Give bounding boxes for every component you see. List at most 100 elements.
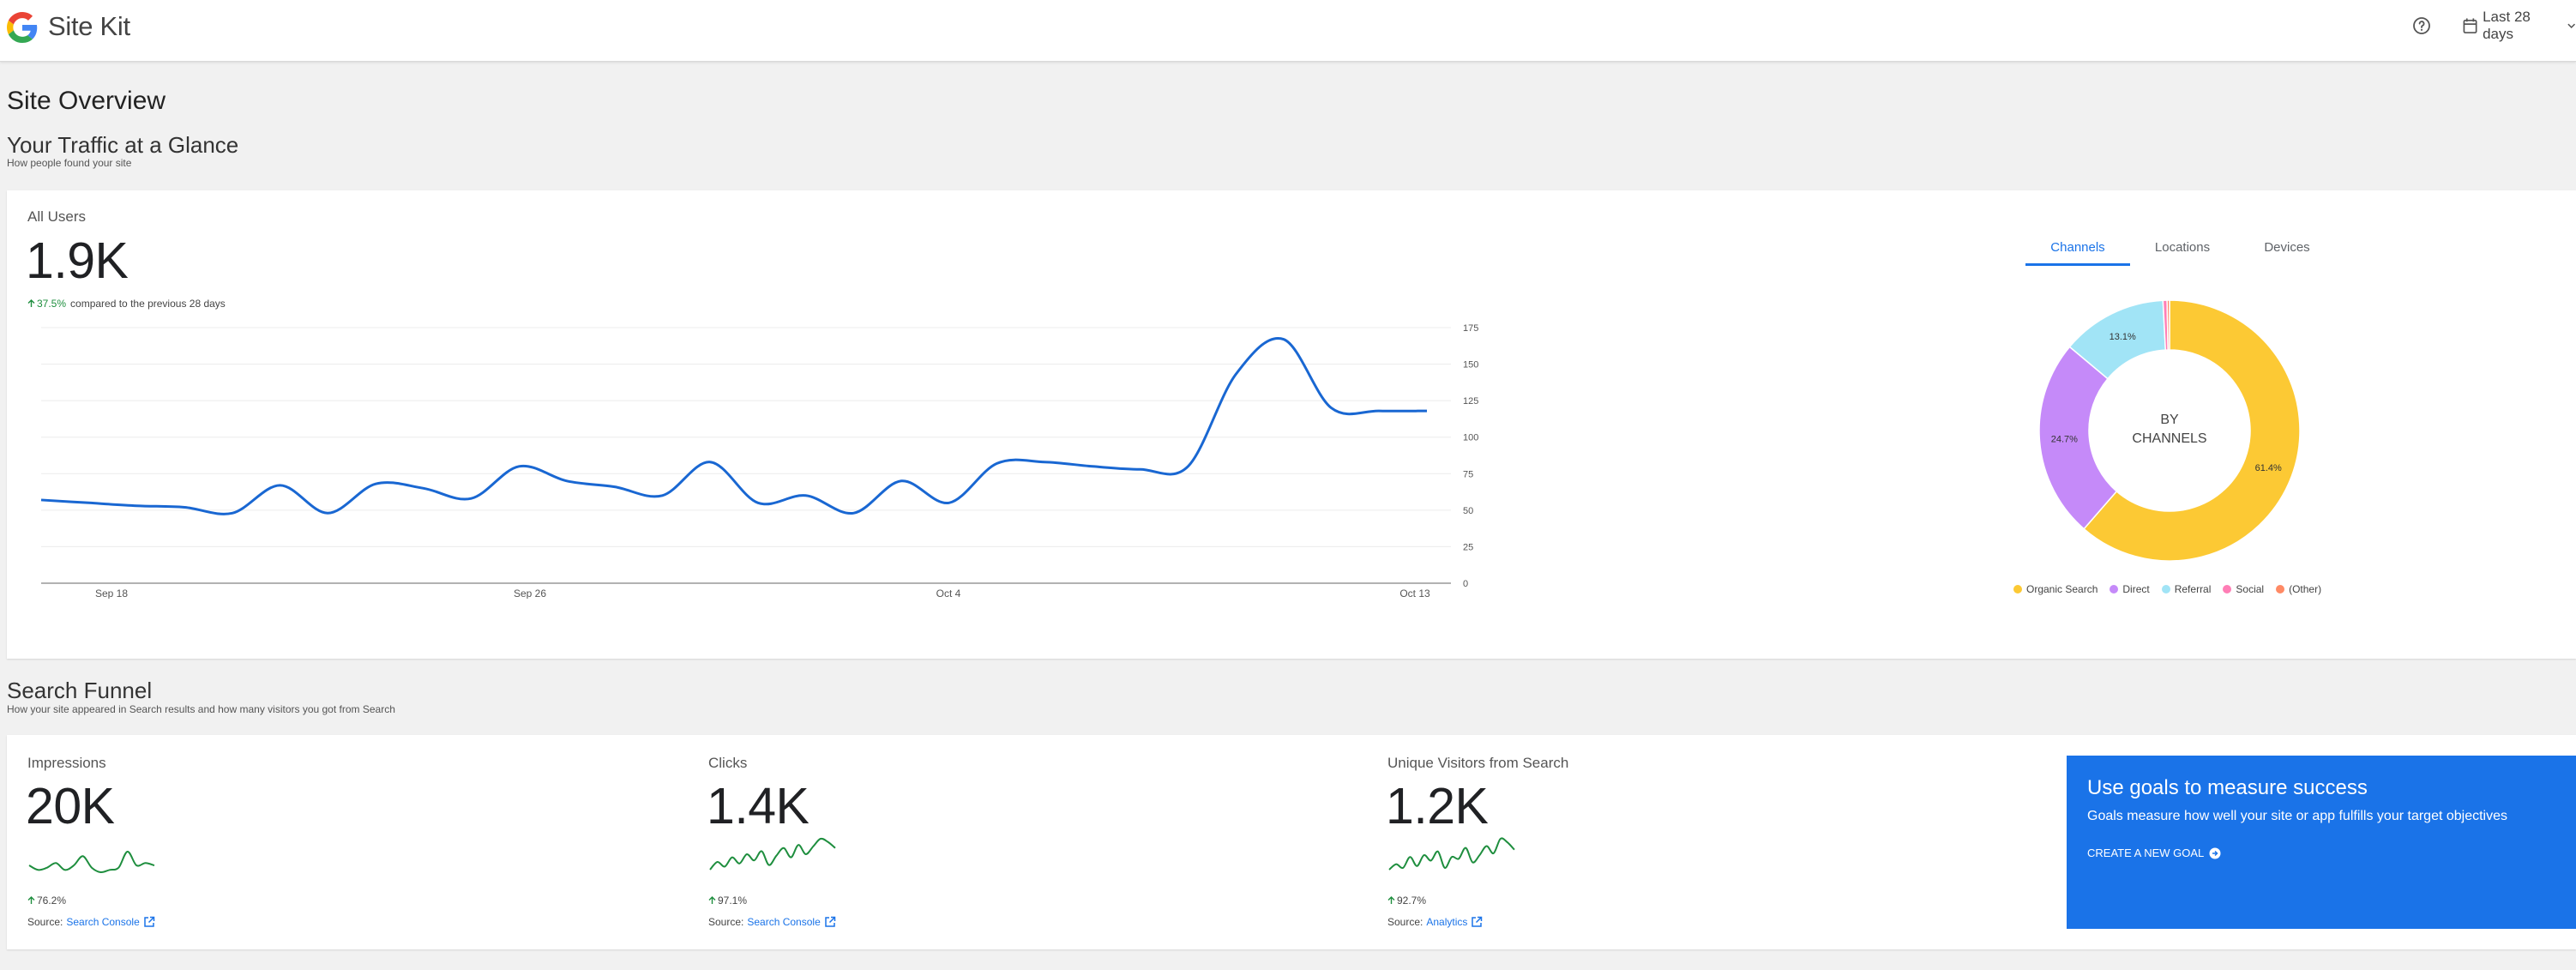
legend-swatch [2013, 585, 2022, 593]
external-link-icon[interactable] [824, 916, 836, 928]
impressions-change-percent: 76.2% [37, 895, 67, 907]
unique-visitors-change: 92.7% [1387, 895, 1426, 907]
traffic-card [7, 190, 2576, 659]
arrow-up-icon [27, 896, 35, 904]
arrow-up-icon [27, 299, 35, 307]
legend-label: Direct [2122, 583, 2150, 595]
users-line-chart: 175 150 125 100 75 50 25 0 Sep 18 Sep 26 Oct 4 Oct … [40, 323, 1478, 599]
legend-item[interactable]: Referral [2161, 583, 2212, 595]
date-range-selector[interactable]: Last 28 days [2463, 9, 2576, 42]
traffic-section-title: Your Traffic at a Glance [7, 132, 239, 158]
x-tick-label: Sep 18 [95, 587, 128, 599]
unique-visitors-change-percent: 92.7% [1397, 895, 1427, 907]
donut-center-label: CHANNELS [2132, 431, 2206, 446]
arrow-up-icon [1387, 896, 1395, 904]
legend-item[interactable]: (Other) [2276, 583, 2321, 595]
users-series-line [40, 336, 1428, 515]
traffic-section-subtitle: How people found your site [7, 157, 132, 169]
y-tick-label: 175 [1463, 323, 1478, 334]
all-users-change-text: compared to the previous 28 days [70, 298, 226, 310]
source-prefix: Source: [27, 916, 63, 928]
x-tick-label: Oct 13 [1399, 587, 1430, 599]
external-link-icon[interactable] [143, 916, 155, 928]
create-goal-button[interactable]: CREATE A NEW GOAL [2087, 846, 2221, 859]
unique-visitors-value: 1.2K [1386, 778, 1489, 834]
top-bar: Site Kit Last 28 days [0, 0, 2576, 62]
clicks-sparkline [709, 837, 836, 871]
y-tick-label: 25 [1463, 542, 1473, 552]
legend-label: Referral [2174, 583, 2212, 595]
search-console-link[interactable]: Search Console [747, 916, 821, 928]
legend-swatch [2110, 585, 2119, 593]
all-users-value: 1.9K [26, 232, 129, 289]
goals-title: Use goals to measure success [2087, 776, 2368, 799]
donut-center-label: BY [2160, 413, 2179, 427]
create-goal-label: CREATE A NEW GOAL [2087, 846, 2205, 859]
google-g-logo [7, 12, 38, 43]
tab-channels[interactable]: Channels [2025, 240, 2130, 266]
impressions-source: Source: Search Console [27, 916, 155, 928]
y-tick-label: 50 [1463, 506, 1473, 516]
clicks-change-percent: 97.1% [718, 895, 748, 907]
page-title: Site Overview [7, 87, 166, 115]
y-tick-label: 100 [1463, 433, 1478, 443]
y-tick-label: 150 [1463, 360, 1478, 371]
legend-item[interactable]: Social [2223, 583, 2264, 595]
legend-label: Organic Search [2026, 583, 2098, 595]
clicks-value: 1.4K [707, 778, 810, 834]
slice-data-label: 24.7% [2051, 435, 2078, 445]
arrow-circle-right-icon [2209, 847, 2221, 859]
analytics-link[interactable]: Analytics [1426, 916, 1468, 928]
impressions-label: Impressions [27, 755, 106, 771]
slice-data-label: 61.4% [2255, 463, 2282, 473]
sparkline-path [1388, 837, 1515, 871]
external-link-icon[interactable] [1471, 916, 1483, 928]
arrow-up-icon [708, 896, 716, 904]
legend-swatch [2276, 585, 2285, 593]
y-tick-label: 125 [1463, 396, 1478, 407]
legend-label: Social [2236, 583, 2265, 595]
goals-promo-card: Use goals to measure success Goals measu… [2067, 756, 2576, 929]
goals-description: Goals measure how well your site or app … [2087, 809, 2507, 823]
all-users-change: 37.5% compared to the previous 28 days [27, 298, 226, 310]
clicks-source: Source: Search Console [708, 916, 836, 928]
x-tick-label: Oct 4 [936, 587, 961, 599]
funnel-section-subtitle: How your site appeared in Search results… [7, 703, 395, 715]
slice-data-label: 13.1% [2110, 332, 2136, 342]
all-users-change-percent: 37.5% [37, 298, 67, 310]
chevron-down-icon [2567, 23, 2575, 28]
donut-legend: Organic Search Direct Referral Social (O… [2013, 583, 2321, 595]
tab-devices[interactable]: Devices [2264, 240, 2310, 255]
unique-visitors-source: Source: Analytics [1387, 916, 1483, 928]
sparkline-path [709, 837, 836, 871]
source-prefix: Source: [1387, 916, 1423, 928]
clicks-change: 97.1% [708, 895, 747, 907]
unique-visitors-sparkline [1388, 837, 1515, 871]
legend-swatch [2223, 585, 2232, 593]
dimension-tabs: Channels Locations Devices [2025, 240, 2339, 266]
all-users-label: All Users [27, 208, 87, 225]
clicks-label: Clicks [708, 755, 748, 771]
impressions-change: 76.2% [27, 895, 66, 907]
channels-donut-chart: 61.4% 24.7% 13.1% BY CHANNELS [2038, 299, 2301, 562]
source-prefix: Source: [708, 916, 744, 928]
tab-locations[interactable]: Locations [2154, 240, 2211, 255]
funnel-section-title: Search Funnel [7, 678, 153, 703]
search-console-link[interactable]: Search Console [66, 916, 140, 928]
impressions-value: 20K [26, 778, 115, 834]
y-tick-label: 0 [1463, 579, 1468, 589]
unique-visitors-label: Unique Visitors from Search [1387, 755, 1569, 771]
impressions-sparkline [28, 851, 155, 874]
legend-swatch [2161, 585, 2170, 593]
brand-title: Site Kit [48, 11, 130, 41]
sparkline-path [28, 851, 155, 874]
legend-label: (Other) [2289, 583, 2322, 595]
calendar-icon [2463, 18, 2477, 33]
donut-slice[interactable] [2166, 299, 2170, 351]
donut-slice[interactable] [2083, 299, 2301, 562]
legend-item[interactable]: Organic Search [2013, 583, 2098, 595]
y-tick-label: 75 [1463, 469, 1473, 479]
x-tick-label: Sep 26 [514, 587, 546, 599]
help-icon[interactable] [2411, 15, 2432, 36]
legend-item[interactable]: Direct [2110, 583, 2150, 595]
